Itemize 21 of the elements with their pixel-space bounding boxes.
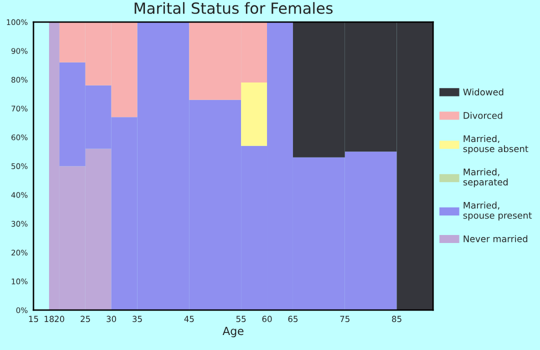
x-tick-label: 15 — [29, 316, 38, 322]
legend-label: Widowed — [463, 88, 504, 96]
legend-label: Never married — [464, 235, 528, 242]
bar — [241, 82, 268, 146]
x-tick-label: 60 — [262, 316, 272, 322]
x-tick-label: 18 — [44, 316, 54, 322]
legend-label: Married, separated — [463, 168, 508, 188]
x-tick-label: 55 — [236, 316, 246, 322]
legend-label: Divorced — [464, 112, 502, 119]
x-tick-label: 45 — [184, 316, 194, 322]
x-tick-label: 85 — [392, 316, 402, 322]
x-tick-label: 20 — [54, 316, 64, 322]
x-axis-title: Age — [222, 326, 244, 338]
x-tick-label: 35 — [132, 316, 142, 322]
legend-label: Married, spouse present — [463, 202, 532, 221]
x-tick-label: 65 — [288, 316, 298, 322]
chart-title: Marital Status for Females — [134, 2, 333, 14]
x-tick-label: 30 — [106, 316, 116, 322]
x-tick-label: 25 — [80, 316, 90, 322]
legend-label: Married, spouse absent — [463, 135, 528, 154]
x-tick-label: 75 — [340, 316, 350, 322]
